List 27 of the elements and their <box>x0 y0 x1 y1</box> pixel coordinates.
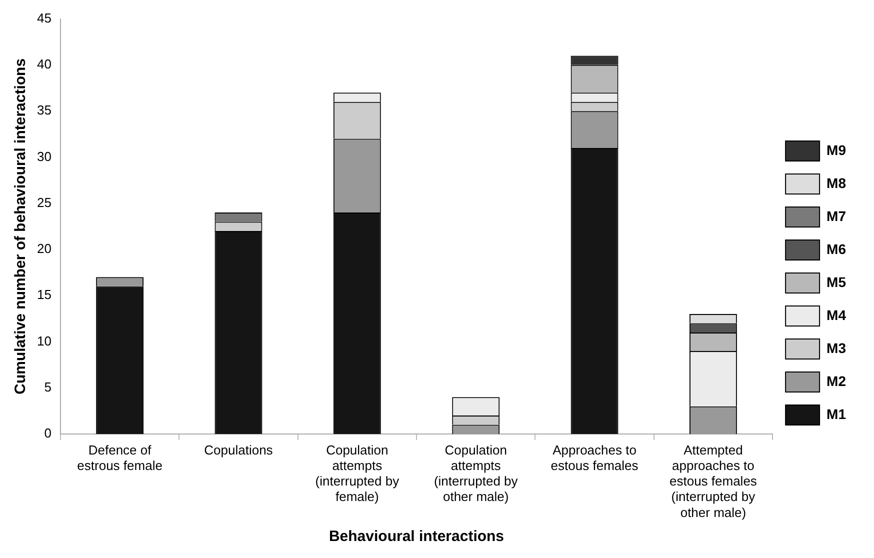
y-tick-label: 45 <box>36 10 52 26</box>
legend-label: M4 <box>826 306 846 323</box>
y-tick-label: 20 <box>36 241 52 256</box>
y-tick-label: 25 <box>36 194 52 210</box>
x-tick-label: Approaches to estous females <box>550 442 639 473</box>
y-tick-label: 30 <box>36 148 52 164</box>
x-tick-label: Copulations <box>204 442 274 458</box>
x-tick-label: Defence of estrous female <box>77 442 162 473</box>
legend-label: M1 <box>826 406 846 422</box>
legend-label: M7 <box>826 208 846 224</box>
legend-label: M9 <box>826 142 846 158</box>
y-tick-label: 0 <box>44 426 52 441</box>
legend-label: M5 <box>826 274 846 290</box>
x-axis-title: Behavioural interactions <box>328 528 504 546</box>
legend-label: M2 <box>826 372 846 389</box>
x-tick-label: Attempted approaches to estous females (interrupted by other male) <box>669 442 758 520</box>
y-tick-label: 10 <box>36 333 52 348</box>
legend-label: M3 <box>826 340 846 356</box>
y-tick-label: 5 <box>44 379 52 394</box>
legend-label: M6 <box>826 240 846 257</box>
y-tick-label: 35 <box>36 102 52 118</box>
x-tick-label: Copulation attempts (interrupted by female) <box>315 442 400 504</box>
legend-label: M8 <box>826 174 846 191</box>
x-tick-label: Copulation attempts (interrupted by other male) <box>434 442 518 504</box>
y-tick-label: 40 <box>36 56 52 72</box>
y-axis-title: Cumulative number of behavioural interactions <box>12 58 30 394</box>
y-tick-label: 15 <box>36 287 52 302</box>
